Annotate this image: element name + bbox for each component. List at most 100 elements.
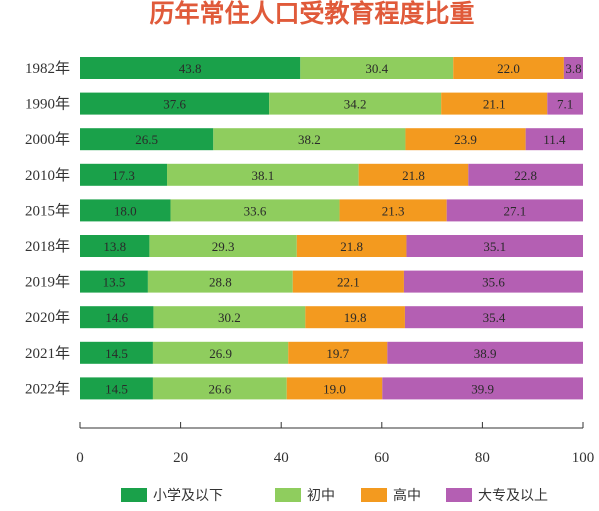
x-tick-label: 60 xyxy=(374,450,389,466)
bar-segment xyxy=(80,377,153,400)
data-label: 38.9 xyxy=(474,346,497,361)
x-tick-label: 100 xyxy=(572,450,595,466)
bar-segment xyxy=(288,341,388,364)
bar-segment xyxy=(152,341,289,364)
bar-segment xyxy=(405,128,526,151)
bar-segment xyxy=(547,92,583,115)
bar-segment xyxy=(300,57,454,79)
category-label: 2020年 xyxy=(25,309,70,326)
category-label: 2021年 xyxy=(25,345,70,362)
data-label: 19.0 xyxy=(323,381,346,396)
bar-segment xyxy=(269,92,442,115)
bar-segment xyxy=(286,377,383,400)
bar-segment xyxy=(147,270,293,293)
category-label: 1990年 xyxy=(25,96,70,113)
legend-label: 初中 xyxy=(307,487,335,504)
data-label: 26.9 xyxy=(209,346,232,361)
data-label: 22.0 xyxy=(497,61,520,76)
bar-segment xyxy=(80,341,153,364)
data-label: 18.0 xyxy=(114,203,137,218)
category-label: 2022年 xyxy=(25,380,70,397)
legend-label: 小学及以下 xyxy=(153,488,223,504)
data-label: 22.8 xyxy=(514,168,537,183)
bar-segment xyxy=(80,163,168,186)
data-label: 23.9 xyxy=(454,132,477,147)
bar-segment xyxy=(525,128,583,151)
bar-segment xyxy=(563,57,583,79)
bar-segment xyxy=(170,199,340,222)
data-label: 27.1 xyxy=(503,203,526,218)
legend-label: 高中 xyxy=(393,487,421,504)
data-label: 7.1 xyxy=(557,97,573,112)
bar-segment xyxy=(358,163,469,186)
category-label: 2000年 xyxy=(25,131,70,148)
bar-segment xyxy=(167,163,359,186)
data-label: 39.9 xyxy=(471,381,494,396)
data-label: 14.5 xyxy=(105,381,128,396)
data-label: 35.4 xyxy=(483,310,506,325)
legend: 小学及以下 初中 高中 大专及以上 xyxy=(121,487,548,504)
data-label: 30.4 xyxy=(365,61,388,76)
data-label: 14.6 xyxy=(105,310,128,325)
bar-segment xyxy=(292,270,404,293)
category-label: 2019年 xyxy=(25,274,70,291)
bar-area: 43.8 30.4 22.0 3.8 37.6 34.2 21.1 7.1 26.5 38.2 23… xyxy=(80,57,583,400)
data-label: 38.1 xyxy=(251,168,274,183)
bar-segment xyxy=(446,199,583,222)
data-label: 3.8 xyxy=(565,61,581,76)
category-label: 1982年 xyxy=(25,60,70,77)
data-label: 34.2 xyxy=(344,97,367,112)
data-label: 30.2 xyxy=(218,310,241,325)
bar-segment xyxy=(404,306,583,329)
chart-title: 历年常住人口受教育程度比重 xyxy=(149,0,474,28)
x-tick-label: 40 xyxy=(274,450,289,466)
data-label: 37.6 xyxy=(163,97,186,112)
data-label: 21.8 xyxy=(340,239,363,254)
bar-segment xyxy=(80,199,171,222)
x-tick-label: 80 xyxy=(475,450,490,466)
bar-segment xyxy=(153,306,306,329)
bar-segment xyxy=(441,92,548,115)
data-label: 28.8 xyxy=(209,275,232,290)
x-axis: 0 20 40 60 80 100 xyxy=(76,422,594,466)
category-labels: 1982年 1990年 2000年 2010年 2015年 2018年 2019年 2020年… xyxy=(25,60,70,397)
data-label: 21.1 xyxy=(483,97,506,112)
data-label: 35.1 xyxy=(483,239,506,254)
data-label: 11.4 xyxy=(543,132,566,147)
data-label: 19.8 xyxy=(344,310,367,325)
bar-segment xyxy=(80,270,148,293)
bar-segment xyxy=(382,377,583,400)
data-label: 14.5 xyxy=(105,346,128,361)
bar-segment xyxy=(80,235,150,257)
bar-segment xyxy=(406,235,583,257)
data-label: 21.8 xyxy=(402,168,425,183)
category-label: 2018年 xyxy=(25,238,70,255)
bar-segment xyxy=(468,163,583,186)
legend-swatch xyxy=(446,488,472,502)
bar-segment xyxy=(453,57,564,79)
bar-segment xyxy=(80,306,154,329)
data-label: 26.5 xyxy=(135,132,158,147)
data-label: 33.6 xyxy=(244,203,267,218)
bar-segment xyxy=(339,199,447,222)
legend-swatch xyxy=(121,488,147,502)
legend-swatch xyxy=(275,488,301,502)
legend-label: 大专及以上 xyxy=(478,488,548,504)
bar-segment xyxy=(403,270,583,293)
category-label: 2010年 xyxy=(25,167,70,184)
bar-segment xyxy=(80,92,270,115)
data-label: 19.7 xyxy=(326,346,349,361)
bar-segment xyxy=(296,235,407,257)
data-label: 43.8 xyxy=(179,61,202,76)
data-label: 13.8 xyxy=(103,239,126,254)
x-tick-label: 0 xyxy=(76,450,84,466)
data-label: 17.3 xyxy=(112,168,135,183)
data-label: 35.6 xyxy=(482,275,505,290)
data-label: 29.3 xyxy=(212,239,235,254)
x-tick-label: 20 xyxy=(173,450,188,466)
data-label: 26.6 xyxy=(208,381,231,396)
data-label: 38.2 xyxy=(298,132,321,147)
bar-segment xyxy=(152,377,287,400)
bar-segment xyxy=(80,128,214,151)
